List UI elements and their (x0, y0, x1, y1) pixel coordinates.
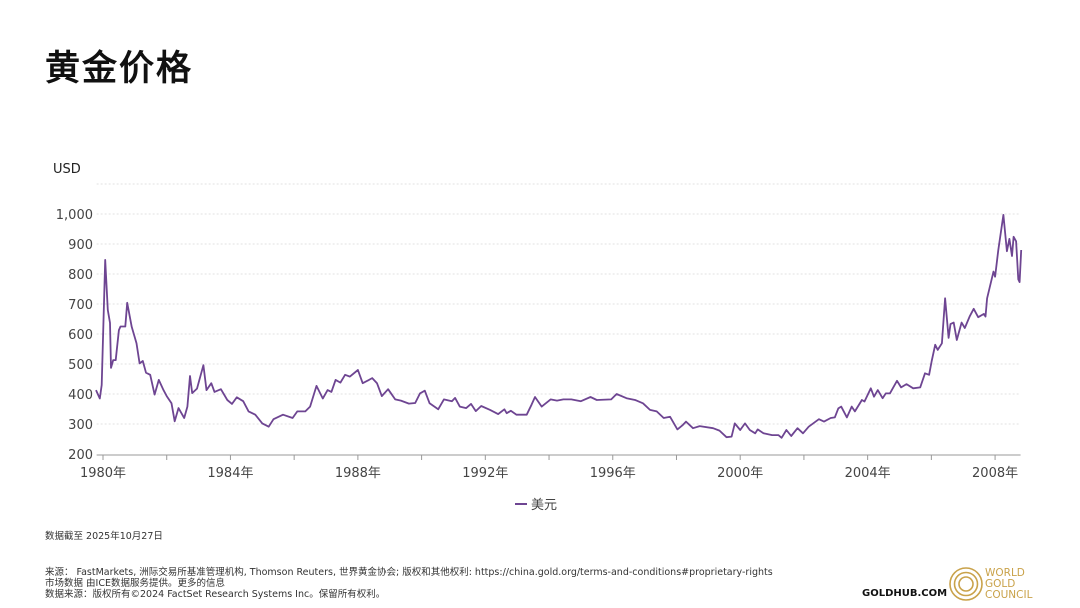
page-title: 黄金价格 (45, 49, 194, 89)
logo-word-3: COUNCIL (985, 589, 1033, 601)
x-tick-label: 1992年 (462, 466, 508, 481)
y-axis-label: USD (53, 162, 81, 177)
goldhub-link[interactable]: GOLDHUB.COM (862, 588, 948, 599)
logo-text: WORLD GOLD COUNCIL (985, 568, 1032, 601)
x-tick-label: 1980年 (80, 466, 126, 481)
y-tick-label: 800 (68, 268, 93, 283)
x-tick-label: 2008年 (972, 466, 1018, 481)
y-tick-label: 300 (68, 418, 93, 433)
series-line-美元 (95, 213, 1023, 439)
world-gold-council-logo-icon (949, 567, 983, 601)
y-tick-label: 500 (68, 358, 93, 373)
source-line-1: 来源： FastMarkets, 洲际交易所基准管理机构, Thomson Re… (45, 567, 773, 578)
y-tick-label: 200 (68, 448, 93, 463)
data-date-note: 数据截至 2025年10月27日 (45, 531, 163, 542)
x-tick-label: 2004年 (845, 466, 891, 481)
source-line-3: 数据来源：版权所有©2024 FactSet Research Systems … (45, 589, 386, 600)
logo-word-2: GOLD (985, 578, 1016, 590)
x-tick-label: 1996年 (590, 466, 636, 481)
y-tick-label: 900 (68, 238, 93, 253)
y-tick-label: 1,000 (56, 208, 93, 223)
x-tick-label: 1988年 (335, 466, 381, 481)
y-tick-label: 600 (68, 328, 93, 343)
x-tick-label: 1984年 (207, 466, 253, 481)
x-tick-label: 2000年 (717, 466, 763, 481)
legend-label: 美元 (531, 498, 557, 513)
logo-word-1: WORLD (985, 567, 1025, 579)
source-line-2: 市场数据 由ICE数据服务提供。更多的信息 (45, 578, 225, 589)
y-tick-label: 400 (68, 388, 93, 403)
y-tick-label: 700 (68, 298, 93, 313)
